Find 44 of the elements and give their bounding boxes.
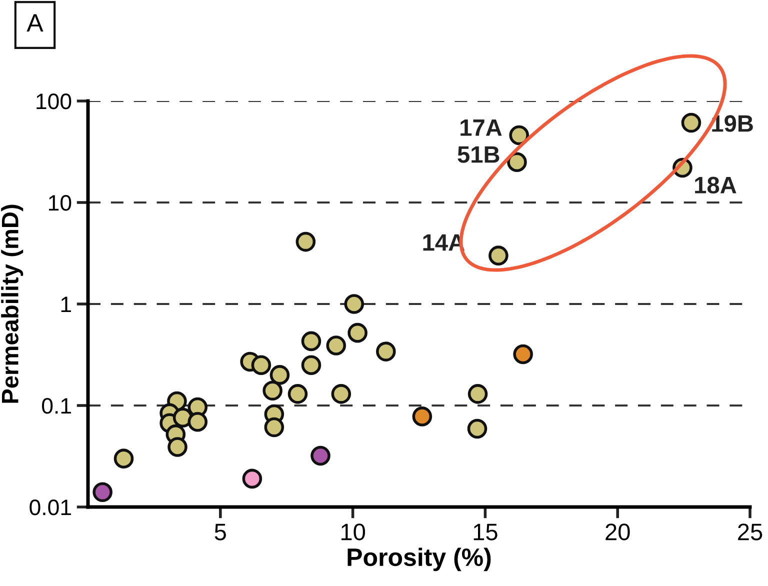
y-tick-label: 0.01: [30, 500, 71, 516]
point: [513, 344, 533, 364]
x-tick-label: 15: [474, 524, 498, 540]
y-tick-label: 10: [49, 195, 72, 211]
point: [288, 384, 308, 404]
point: [344, 294, 364, 314]
point: [264, 417, 284, 438]
point: [348, 322, 368, 343]
text: A: [26, 14, 44, 32]
point: [376, 342, 396, 362]
x-tick-label: 25: [738, 524, 762, 540]
point: [412, 406, 432, 426]
y-tick-label: 1: [61, 296, 71, 312]
y-axis-title: Permeability (mD): [1, 204, 24, 403]
point: [270, 365, 290, 385]
annotation: 51B: [458, 146, 500, 163]
y-tick-label: 0.1: [42, 398, 71, 414]
point: [242, 468, 262, 489]
x-tick-label: 10: [341, 524, 366, 540]
point: [467, 418, 488, 439]
point: [507, 152, 527, 172]
point: [114, 448, 134, 468]
point: [92, 482, 112, 502]
point: [168, 437, 188, 457]
point: [509, 125, 529, 146]
point: [251, 355, 272, 376]
x-axis-title: Porosity (%): [348, 548, 491, 572]
y-tick-label: 100: [36, 94, 72, 110]
point: [326, 336, 346, 356]
annotation: 19B: [712, 115, 753, 132]
point: [188, 412, 208, 432]
point: [310, 446, 330, 466]
x-tick-label: 5: [214, 524, 226, 540]
point: [262, 380, 282, 401]
point: [301, 355, 322, 376]
point: [296, 232, 316, 252]
point: [301, 331, 322, 352]
x-tick-label: 20: [606, 524, 630, 540]
point: [681, 112, 702, 133]
point: [488, 246, 508, 266]
point: [468, 384, 488, 404]
point: [331, 384, 352, 404]
annotation: 17A: [460, 120, 502, 136]
annotation: 18A: [695, 176, 736, 194]
